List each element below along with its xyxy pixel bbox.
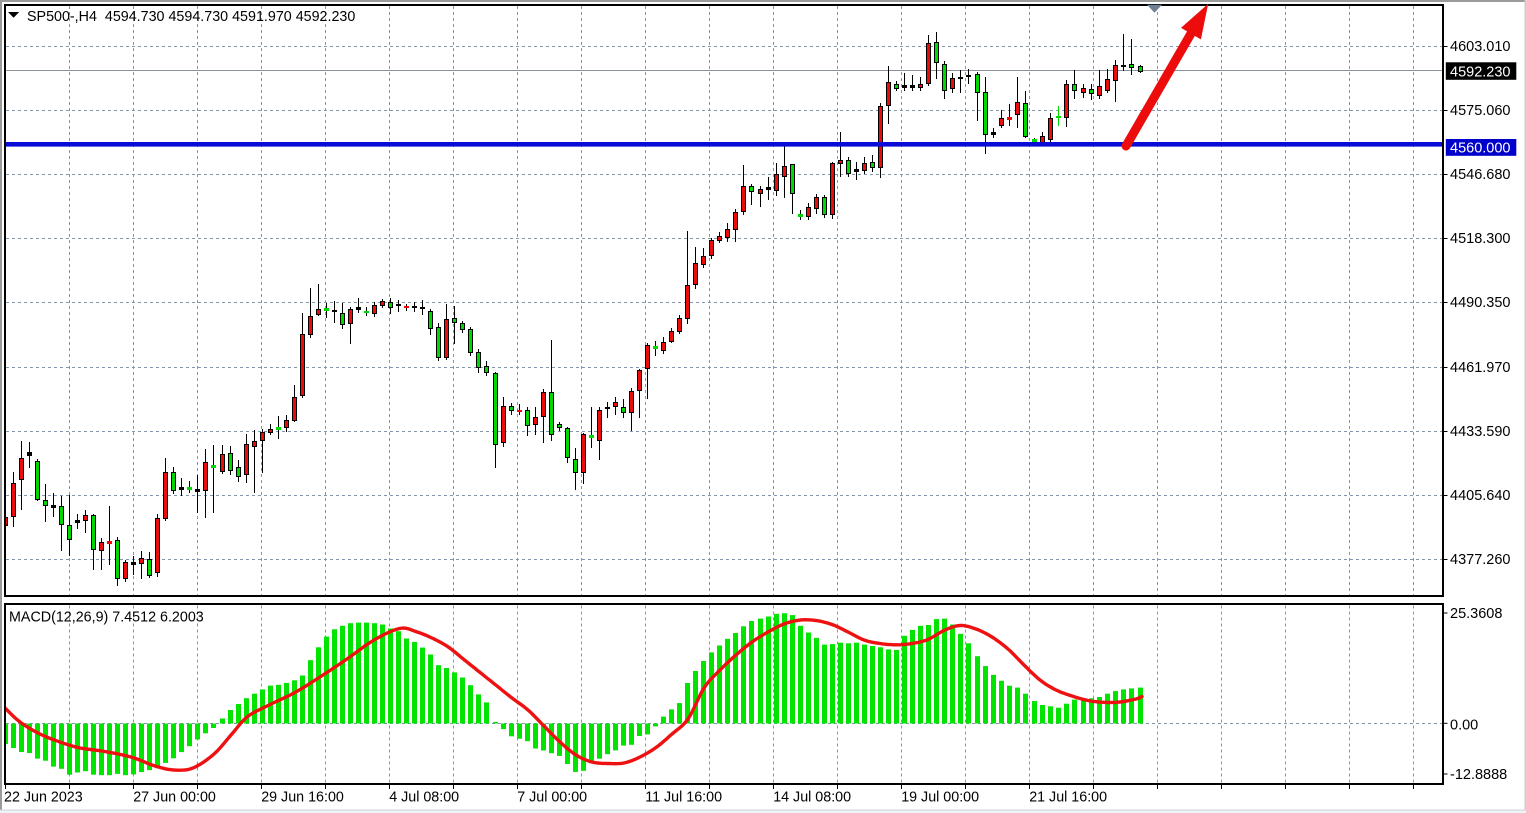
svg-text:11 Jul 16:00: 11 Jul 16:00: [645, 790, 722, 806]
svg-text:7 Jul 00:00: 7 Jul 00:00: [517, 790, 587, 806]
svg-text:4490.350: 4490.350: [1450, 295, 1510, 311]
svg-text:27 Jun 00:00: 27 Jun 00:00: [133, 790, 216, 806]
svg-text:19 Jul 00:00: 19 Jul 00:00: [901, 790, 979, 806]
svg-text:4377.260: 4377.260: [1450, 552, 1510, 568]
svg-text:4592.230: 4592.230: [1450, 65, 1510, 81]
svg-text:0.00: 0.00: [1450, 718, 1478, 734]
svg-text:22 Jun 2023: 22 Jun 2023: [4, 790, 83, 806]
svg-text:4546.680: 4546.680: [1450, 167, 1510, 183]
svg-text:4518.300: 4518.300: [1450, 231, 1510, 247]
svg-text:4405.640: 4405.640: [1450, 488, 1510, 504]
svg-text:MACD(12,26,9) 7.4512 6.2003: MACD(12,26,9) 7.4512 6.2003: [9, 610, 204, 626]
svg-text:4433.590: 4433.590: [1450, 424, 1510, 440]
svg-text:SP500-,H4 4594.730 4594.730 4: SP500-,H4 4594.730 4594.730 4591.970 459…: [27, 9, 355, 25]
svg-text:21 Jul 16:00: 21 Jul 16:00: [1029, 790, 1107, 806]
svg-text:4560.000: 4560.000: [1450, 141, 1510, 157]
svg-text:29 Jun 16:00: 29 Jun 16:00: [261, 790, 344, 806]
svg-text:-12.8888: -12.8888: [1450, 767, 1507, 783]
svg-text:4 Jul 08:00: 4 Jul 08:00: [389, 790, 459, 806]
svg-text:4575.060: 4575.060: [1450, 103, 1510, 119]
svg-text:25.3608: 25.3608: [1450, 606, 1502, 622]
svg-text:4603.010: 4603.010: [1450, 39, 1510, 55]
svg-text:4461.970: 4461.970: [1450, 360, 1510, 376]
svg-text:14 Jul 08:00: 14 Jul 08:00: [773, 790, 851, 806]
